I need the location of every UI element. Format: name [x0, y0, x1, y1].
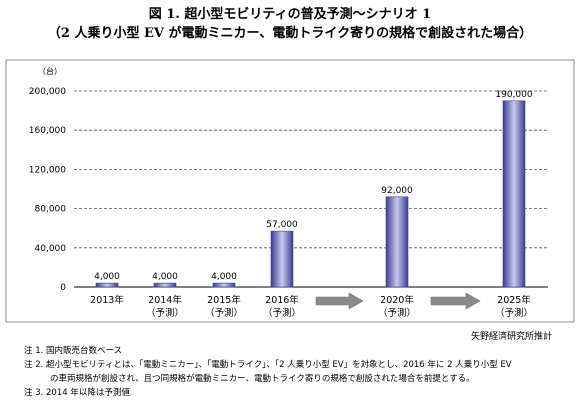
x-tick-label: 2015年（予測） [205, 294, 243, 319]
source-label: 矢野経済研究所推計 [470, 332, 552, 342]
notes: 注 1. 国内販売台数ベース 注 2. 超小型モビリティとは、「電動ミニカー」、… [24, 344, 512, 400]
arrow-right-icon [430, 292, 481, 310]
bar [95, 282, 119, 288]
y-axis-unit-label: （台） [38, 67, 62, 76]
data-label: 4,000 [94, 272, 120, 282]
arrow-right-icon [315, 292, 364, 310]
y-tick-label: 40,000 [35, 244, 67, 254]
x-tick-label: 2020年（予測） [378, 294, 416, 319]
bar [212, 282, 236, 288]
y-tick-label: 80,000 [35, 205, 67, 215]
note-1: 注 1. 国内販売台数ベース [24, 346, 123, 356]
data-label: 57,000 [266, 220, 298, 230]
bar [385, 196, 409, 288]
y-tick-label: 200,000 [29, 87, 66, 97]
x-tick-label: 2014年（予測） [146, 294, 184, 319]
bar-chart: 0 40,000 80,000 120,000 160,000 200,000 4,000… [5, 59, 575, 323]
bar [153, 282, 177, 288]
note-2: 注 2. 超小型モビリティとは、「電動ミニカー」、「電動トライク」、「2 人乗り… [24, 360, 512, 370]
data-label: 190,000 [495, 90, 532, 100]
x-tick-label: 2016年（予測） [263, 294, 301, 319]
y-tick-label: 0 [60, 283, 66, 293]
x-tick-label: 2025年（予測） [495, 294, 533, 319]
chart-title: 図 1. 超小型モビリティの普及予測～シナリオ 1 [148, 7, 432, 22]
bar [502, 100, 526, 288]
y-tick-label: 160,000 [29, 126, 66, 136]
chart-subtitle: （2 人乗り小型 EV が電動ミニカー、電動トライク寄りの規格で創設された場合） [47, 26, 533, 41]
data-label: 4,000 [152, 272, 178, 282]
bar [270, 230, 294, 288]
data-label: 4,000 [211, 272, 237, 282]
x-tick-label: 2013年 [90, 294, 124, 306]
note-2-continued: の車両規格が創設され、且つ同規格が電動ミニカー、電動トライク寄りの規格で創設され… [50, 374, 475, 384]
y-tick-label: 120,000 [29, 165, 66, 175]
note-3: 注 3. 2014 年以降は予測値 [24, 388, 130, 398]
plot-frame [5, 59, 575, 323]
data-label: 92,000 [381, 186, 413, 196]
